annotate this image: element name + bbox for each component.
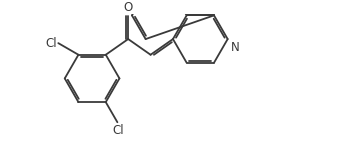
Text: Cl: Cl [45,37,57,50]
Text: O: O [123,1,133,14]
Text: Cl: Cl [112,124,124,137]
Text: N: N [231,41,239,54]
